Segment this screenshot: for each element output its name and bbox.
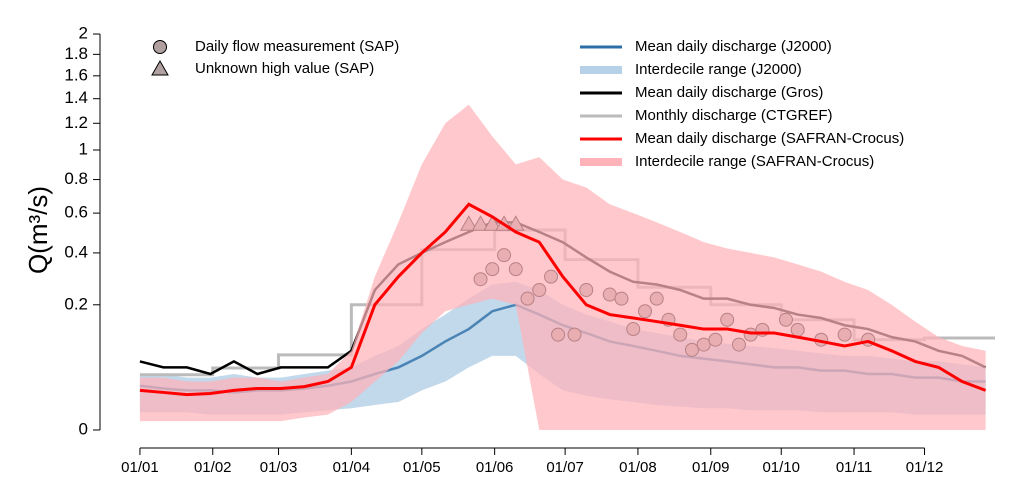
legend-label: Interdecile range (J2000) [635,61,802,78]
legend-label: Mean daily discharge (Gros) [635,84,823,101]
x-tick-label: 01/08 [619,459,657,476]
discharge-line [139,202,987,397]
x-tick-label: 01/12 [906,459,944,476]
x-tick-label: 01/07 [546,459,584,476]
legend-label: Mean daily discharge (SAFRAN-Crocus) [635,130,904,147]
y-tick-label: 0 [79,419,88,438]
x-tick-label: 01/04 [333,459,371,476]
y-tick-label: 0.2 [64,294,88,313]
legend-label: Mean daily discharge (J2000) [635,38,832,55]
legend-label: Unknown high value (SAP) [195,60,374,77]
y-tick-label: 0.6 [64,203,88,222]
legend-label: Monthly discharge (CTGREF) [635,107,833,124]
x-tick-label: 01/10 [762,459,800,476]
x-tick-label: 01/02 [194,459,232,476]
y-tick-label: 2 [79,24,88,43]
interdecile-band [139,104,986,430]
legend-label: Interdecile range (SAFRAN-Crocus) [635,153,874,170]
y-tick-label: 1.4 [64,88,88,107]
x-tick-label: 01/06 [476,459,514,476]
y-tick-label: 1.8 [64,44,88,63]
x-tick-label: 01/05 [403,459,441,476]
legend-symbol [151,59,169,76]
y-tick-label: 0.4 [64,242,88,261]
legend-label: Daily flow measurement (SAP) [195,38,399,55]
y-tick-label: 0.8 [64,169,88,188]
x-tick-label: 01/09 [692,459,730,476]
y-tick-label: 1.2 [64,113,88,132]
plot-area [139,104,995,430]
x-tick-label: 01/11 [836,459,872,476]
y-axis-label: Q(m³/s) [23,186,53,274]
x-tick-label: 01/01 [121,459,159,476]
legend-symbol [153,40,167,54]
y-tick-label: 1.6 [64,65,88,84]
y-tick-label: 1 [79,139,88,158]
x-tick-label: 01/03 [260,459,298,476]
